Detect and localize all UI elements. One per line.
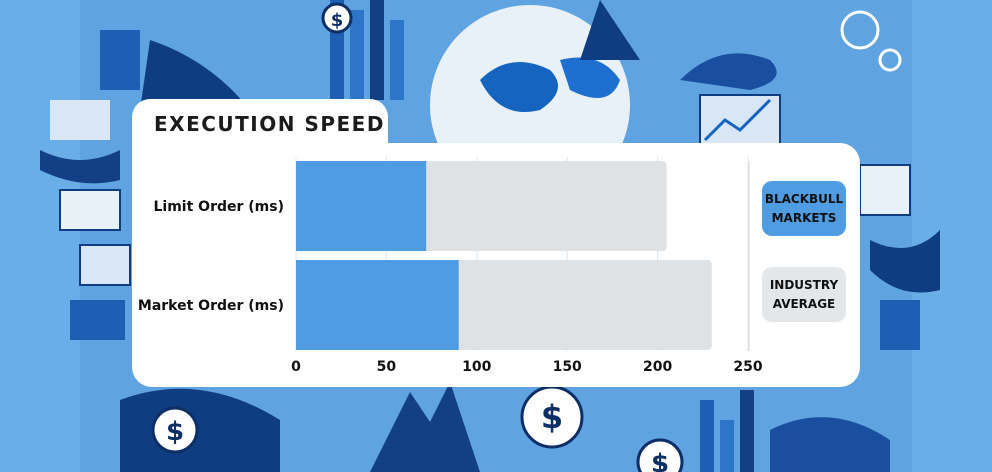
legend-label-line: BLACKBULL xyxy=(764,191,844,206)
legend-industry-average: INDUSTRY AVERAGE xyxy=(762,267,846,322)
svg-text:$: $ xyxy=(541,398,563,436)
x-tick-label: 100 xyxy=(462,359,491,375)
svg-text:$: $ xyxy=(166,417,184,447)
legend-blackbull-markets: BLACKBULL MARKETS xyxy=(762,181,846,236)
x-tick-label: 50 xyxy=(377,359,397,375)
svg-text:$: $ xyxy=(331,10,344,31)
x-tick-label: 150 xyxy=(553,359,582,375)
legend-label-line: AVERAGE xyxy=(772,296,836,311)
x-tick-label: 250 xyxy=(733,359,762,375)
legend-label-line: MARKETS xyxy=(771,210,837,225)
execution-speed-bar-chart: Limit Order (ms) Market Order (ms) 0 50 100 1… xyxy=(138,157,763,375)
bar-blackbull-0 xyxy=(296,161,427,251)
category-label: Limit Order (ms) xyxy=(154,199,285,215)
chart-title: EXECUTION SPEED xyxy=(154,112,385,136)
legend-label-line: INDUSTRY xyxy=(769,277,839,292)
x-tick-label: 200 xyxy=(643,359,672,375)
svg-text:$: $ xyxy=(651,449,669,472)
category-label: Market Order (ms) xyxy=(138,298,284,314)
x-tick-label: 0 xyxy=(291,359,301,375)
bar-blackbull-1 xyxy=(296,260,459,350)
